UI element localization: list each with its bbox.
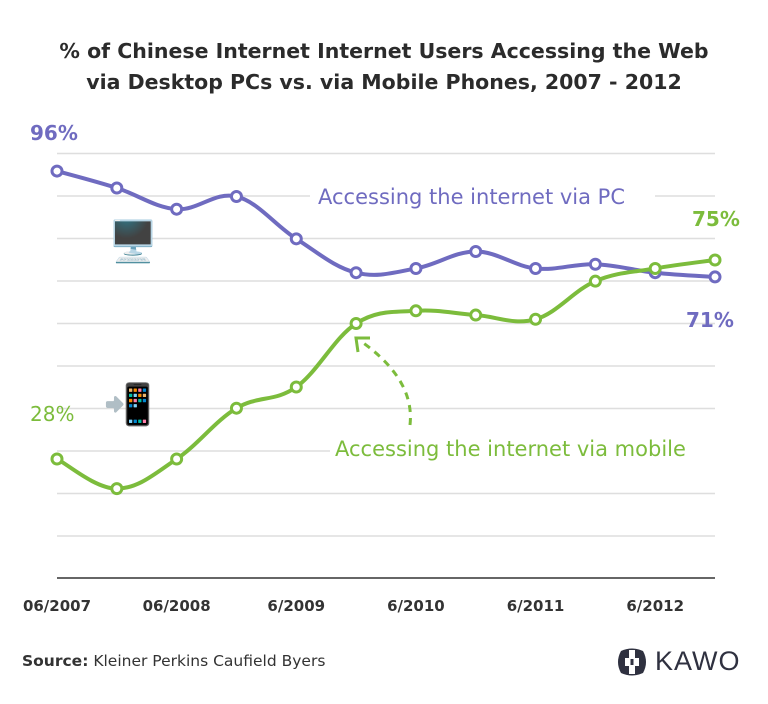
source-text: Kleiner Perkins Caufield Byers: [93, 652, 326, 670]
chart-title: % of Chinese Internet Internet Users Acc…: [0, 36, 768, 98]
pc-end-label: 71%: [686, 308, 734, 332]
pc-start-label: 96%: [30, 121, 78, 145]
arrow-head: [354, 336, 370, 353]
kawo-logo: KAWO: [615, 646, 741, 677]
mobile-phone-icon: 📲: [103, 382, 153, 428]
x-tick-label: 06/2008: [143, 597, 211, 615]
data-point: [349, 317, 363, 331]
label-background: [330, 432, 715, 464]
label-background: [310, 180, 655, 212]
data-point: [588, 274, 602, 288]
data-point: [229, 401, 243, 415]
data-point: [529, 312, 543, 326]
x-tick-label: 6/2010: [387, 597, 445, 615]
data-point: [229, 189, 243, 203]
data-point: [289, 380, 303, 394]
data-point: [50, 452, 64, 466]
series-label-pc: Accessing the internet via PC: [318, 185, 625, 209]
data-point: [588, 257, 602, 271]
data-point: [469, 245, 483, 259]
source-label: Source:: [22, 652, 89, 670]
data-point: [708, 253, 722, 267]
data-point: [50, 164, 64, 178]
data-point: [110, 482, 124, 496]
data-point: [648, 261, 662, 275]
data-point: [708, 270, 722, 284]
title-line-1: % of Chinese Internet Internet Users Acc…: [59, 39, 709, 63]
mobile-start-label: 28%: [30, 402, 74, 426]
data-point: [529, 261, 543, 275]
data-point: [110, 181, 124, 195]
x-tick-label: 6/2011: [507, 597, 565, 615]
data-point: [349, 266, 363, 280]
data-point: [170, 202, 184, 216]
annotation-arrow: [361, 340, 412, 426]
desktop-computer-icon: 🖥️: [108, 219, 158, 265]
x-tick-label: 6/2009: [267, 597, 325, 615]
x-tick-label: 06/2007: [23, 597, 91, 615]
kawo-logo-icon: [618, 648, 646, 675]
x-tick-label: 6/2012: [626, 597, 684, 615]
data-point: [170, 452, 184, 466]
logo-text: KAWO: [655, 646, 741, 676]
data-point: [409, 304, 423, 318]
source-note: Source: Kleiner Perkins Caufield Byers: [22, 652, 325, 670]
data-point: [409, 261, 423, 275]
data-point: [289, 232, 303, 246]
title-line-2: via Desktop PCs vs. via Mobile Phones, 2…: [86, 70, 682, 94]
data-point: [469, 308, 483, 322]
mobile-end-label: 75%: [692, 207, 740, 231]
series-label-mobile: Accessing the internet via mobile: [335, 437, 686, 461]
